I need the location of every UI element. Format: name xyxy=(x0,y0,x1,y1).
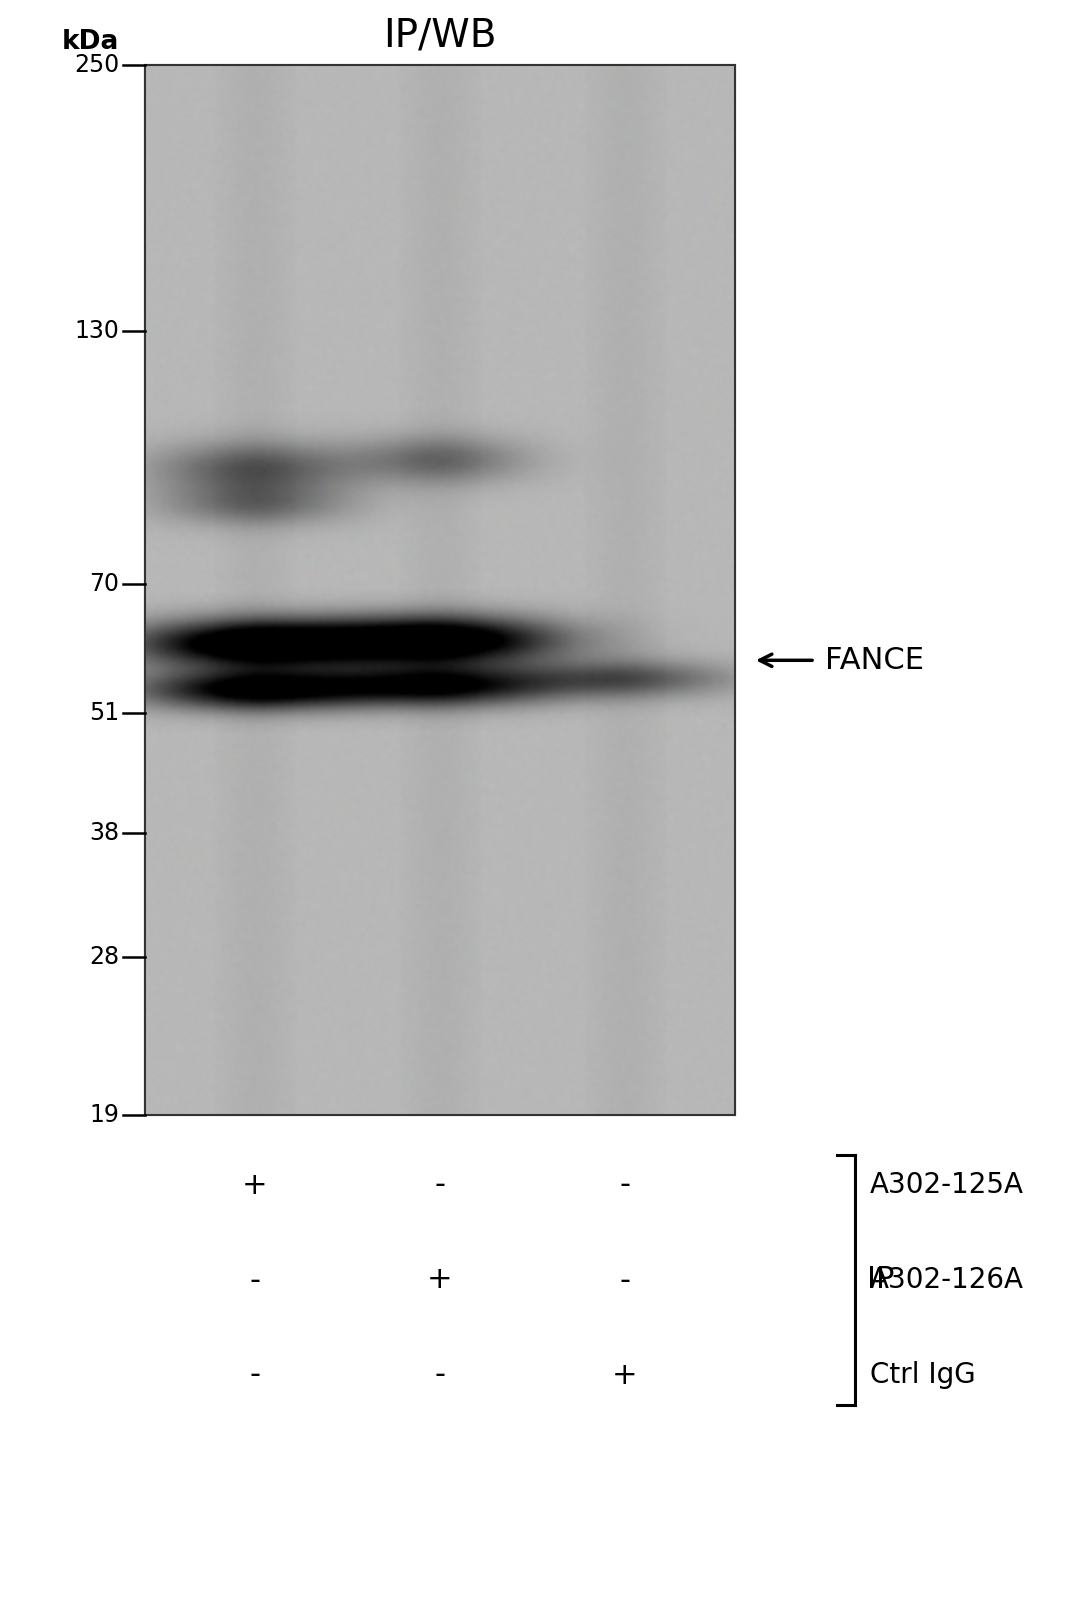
Text: 250: 250 xyxy=(73,53,119,77)
Text: 28: 28 xyxy=(89,945,119,969)
Text: A302-125A: A302-125A xyxy=(870,1171,1024,1199)
Text: 70: 70 xyxy=(89,572,119,596)
Text: -: - xyxy=(434,1171,446,1199)
Text: IP/WB: IP/WB xyxy=(383,16,497,54)
Text: 130: 130 xyxy=(75,319,119,343)
Text: 38: 38 xyxy=(89,821,119,845)
Text: 19: 19 xyxy=(90,1104,119,1127)
Text: +: + xyxy=(428,1265,453,1295)
Text: -: - xyxy=(249,1361,260,1389)
Text: +: + xyxy=(242,1171,268,1199)
Bar xyxy=(145,65,735,1115)
Text: A302-126A: A302-126A xyxy=(870,1266,1024,1294)
Text: FANCE: FANCE xyxy=(825,645,924,676)
Text: IP: IP xyxy=(867,1265,894,1295)
Text: -: - xyxy=(620,1171,631,1199)
Text: Ctrl IgG: Ctrl IgG xyxy=(870,1361,975,1389)
Bar xyxy=(145,65,735,1115)
Text: -: - xyxy=(434,1361,446,1389)
Text: -: - xyxy=(620,1265,631,1295)
Text: kDa: kDa xyxy=(62,29,119,54)
Text: 51: 51 xyxy=(89,701,119,725)
Text: -: - xyxy=(249,1265,260,1295)
Text: +: + xyxy=(612,1361,638,1389)
